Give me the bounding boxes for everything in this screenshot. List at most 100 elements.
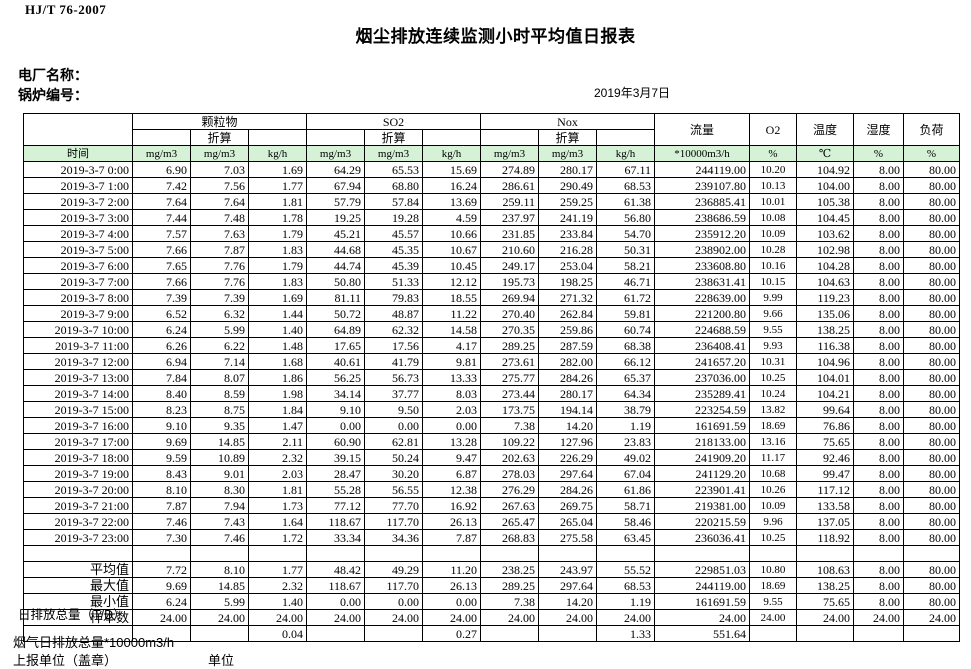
daily-total-row: 0.04 0.27 1.33 551.64: [23, 625, 960, 642]
cell-pm-conv: 6.32: [190, 305, 249, 322]
cell-load: 80.00: [903, 417, 960, 434]
cell-flow: 241657.20: [654, 353, 750, 370]
cell-nox-raw: 267.63: [480, 497, 539, 514]
cell-so2-raw: 67.94: [306, 177, 365, 194]
table-row[interactable]: 2019-3-7 15:00 8.23 8.75 1.84 9.10 9.50 2.03 17…: [23, 401, 960, 418]
cell-pm-raw: 6.90: [132, 161, 191, 178]
cell-nox-kgh: 61.38: [596, 193, 655, 210]
cell-blank: [132, 545, 191, 562]
cell-temp: 104.96: [796, 353, 854, 370]
cell-temp: 24.00: [796, 609, 854, 626]
cell-pm-conv: 8.30: [190, 481, 249, 498]
cell-humidity: 8.00: [853, 433, 904, 450]
table-row[interactable]: 2019-3-7 22:00 7.46 7.43 1.64 118.67 117.70 26…: [23, 513, 960, 530]
cell-nox-raw: 238.25: [480, 561, 539, 578]
cell-so2-conv: 9.50: [364, 401, 423, 418]
table-row[interactable]: 2019-3-7 16:00 9.10 9.35 1.47 0.00 0.00 0.00 7.…: [23, 417, 960, 434]
cell-nox-conv: 275.58: [538, 529, 597, 546]
cell-load: 80.00: [903, 289, 960, 306]
cell-flow: 236885.41: [654, 193, 750, 210]
table-row[interactable]: 2019-3-7 9:00 6.52 6.32 1.44 50.72 48.87 11.22…: [23, 305, 960, 322]
cell-so2-kgh: 0.00: [422, 593, 481, 610]
table-row[interactable]: 2019-3-7 12:00 6.94 7.14 1.68 40.61 41.79 9.81…: [23, 353, 960, 370]
cell-so2-conv: 34.36: [364, 529, 423, 546]
cell-time: 2019-3-7 21:00: [23, 497, 133, 514]
cell-nox-conv: 284.26: [538, 369, 597, 386]
cell-pm-raw: 7.72: [132, 561, 191, 578]
cell-pm-raw: 9.59: [132, 449, 191, 466]
table-row[interactable]: 2019-3-7 13:00 7.84 8.07 1.86 56.25 56.73 13.3…: [23, 369, 960, 386]
table-row[interactable]: 2019-3-7 14:00 8.40 8.59 1.98 34.14 37.77 8.03…: [23, 385, 960, 402]
header-pm-converted: 折算: [190, 129, 249, 146]
table-row[interactable]: 2019-3-7 4:00 7.57 7.63 1.79 45.21 45.57 10.66…: [23, 225, 960, 242]
header-group-so2: SO2: [306, 113, 481, 130]
cell-so2-conv: 57.84: [364, 193, 423, 210]
table-row[interactable]: 2019-3-7 20:00 8.10 8.30 1.81 55.28 56.55 12.3…: [23, 481, 960, 498]
cell-pm-kgh: 1.40: [248, 321, 307, 338]
cell-pm-conv: 7.14: [190, 353, 249, 370]
table-row[interactable]: 2019-3-7 1:00 7.42 7.56 1.77 67.94 68.80 16.24…: [23, 177, 960, 194]
cell-nox-raw: 286.61: [480, 177, 539, 194]
cell-o2: 9.93: [749, 337, 797, 354]
cell-nox-conv: 253.04: [538, 257, 597, 274]
cell-blank: [190, 545, 249, 562]
cell-o2: 10.01: [749, 193, 797, 210]
table-row[interactable]: 2019-3-7 11:00 6.26 6.22 1.48 17.65 17.56 4.17…: [23, 337, 960, 354]
cell-humidity: 8.00: [853, 225, 904, 242]
cell-pm-raw: 7.87: [132, 497, 191, 514]
cell-summary-label: 样本数: [23, 609, 133, 626]
cell-nox-raw: 276.29: [480, 481, 539, 498]
cell-pm-raw: 7.65: [132, 257, 191, 274]
cell-nox-raw: 7.38: [480, 593, 539, 610]
cell-so2-raw: 55.28: [306, 481, 365, 498]
cell-nox-conv: 297.64: [538, 577, 597, 594]
cell-so2-conv: 117.70: [364, 513, 423, 530]
cell-so2-conv: [364, 625, 423, 642]
cell-nox-conv: 216.28: [538, 241, 597, 258]
table-row[interactable]: 2019-3-7 7:00 7.66 7.76 1.83 50.80 51.33 12.12…: [23, 273, 960, 290]
cell-so2-conv: 49.29: [364, 561, 423, 578]
cell-pm-raw: 8.23: [132, 401, 191, 418]
cell-nox-raw: 269.94: [480, 289, 539, 306]
cell-o2: 10.15: [749, 273, 797, 290]
cell-humidity: 8.00: [853, 401, 904, 418]
cell-temp: 75.65: [796, 593, 854, 610]
cell-o2: 10.80: [749, 561, 797, 578]
table-row[interactable]: 2019-3-7 18:00 9.59 10.89 2.32 39.15 50.24 9.4…: [23, 449, 960, 466]
cell-humidity: 8.00: [853, 241, 904, 258]
table-row[interactable]: 2019-3-7 23:00 7.30 7.46 1.72 33.34 34.36 7.87…: [23, 529, 960, 546]
cell-nox-kgh: 60.74: [596, 321, 655, 338]
cell-pm-kgh: 1.44: [248, 305, 307, 322]
table-row[interactable]: 2019-3-7 17:00 9.69 14.85 2.11 60.90 62.81 13.…: [23, 433, 960, 450]
table-row[interactable]: 2019-3-7 21:00 7.87 7.94 1.73 77.12 77.70 16.9…: [23, 497, 960, 514]
table-row[interactable]: 2019-3-7 10:00 6.24 5.99 1.40 64.89 62.32 14.5…: [23, 321, 960, 338]
cell-time: 2019-3-7 19:00: [23, 465, 133, 482]
cell-pm-raw: 9.69: [132, 433, 191, 450]
cell-flow: 239107.80: [654, 177, 750, 194]
cell-nox-raw: 24.00: [480, 609, 539, 626]
table-row[interactable]: 2019-3-7 2:00 7.64 7.64 1.81 57.79 57.84 13.69…: [23, 193, 960, 210]
table-row[interactable]: 2019-3-7 3:00 7.44 7.48 1.78 19.25 19.28 4.59 2…: [23, 209, 960, 226]
cell-flow: 223901.41: [654, 481, 750, 498]
cell-pm-kgh: 1.79: [248, 257, 307, 274]
cell-flow: 241129.20: [654, 465, 750, 482]
cell-pm-kgh: 1.40: [248, 593, 307, 610]
cell-so2-raw: 33.34: [306, 529, 365, 546]
cell-nox-conv: 259.25: [538, 193, 597, 210]
cell-so2-conv: 48.87: [364, 305, 423, 322]
cell-so2-raw: 48.42: [306, 561, 365, 578]
cell-time: 2019-3-7 22:00: [23, 513, 133, 530]
cell-pm-kgh: 1.64: [248, 513, 307, 530]
cell-so2-conv: 0.00: [364, 593, 423, 610]
cell-load: 80.00: [903, 529, 960, 546]
table-row[interactable]: 2019-3-7 19:00 8.43 9.01 2.03 28.47 30.20 6.87…: [23, 465, 960, 482]
cell-nox-kgh: 54.70: [596, 225, 655, 242]
table-row[interactable]: 2019-3-7 8:00 7.39 7.39 1.69 81.11 79.83 18.55…: [23, 289, 960, 306]
cell-pm-conv: 7.46: [190, 529, 249, 546]
table-row[interactable]: 2019-3-7 0:00 6.90 7.03 1.69 64.29 65.53 15.69…: [23, 161, 960, 178]
table-row[interactable]: 2019-3-7 6:00 7.65 7.76 1.79 44.74 45.39 10.45…: [23, 257, 960, 274]
table-row[interactable]: 2019-3-7 5:00 7.66 7.87 1.83 44.68 45.35 10.67…: [23, 241, 960, 258]
cell-nox-conv: 14.20: [538, 417, 597, 434]
cell-pm-conv: 24.00: [190, 609, 249, 626]
cell-nox-raw: 270.40: [480, 305, 539, 322]
